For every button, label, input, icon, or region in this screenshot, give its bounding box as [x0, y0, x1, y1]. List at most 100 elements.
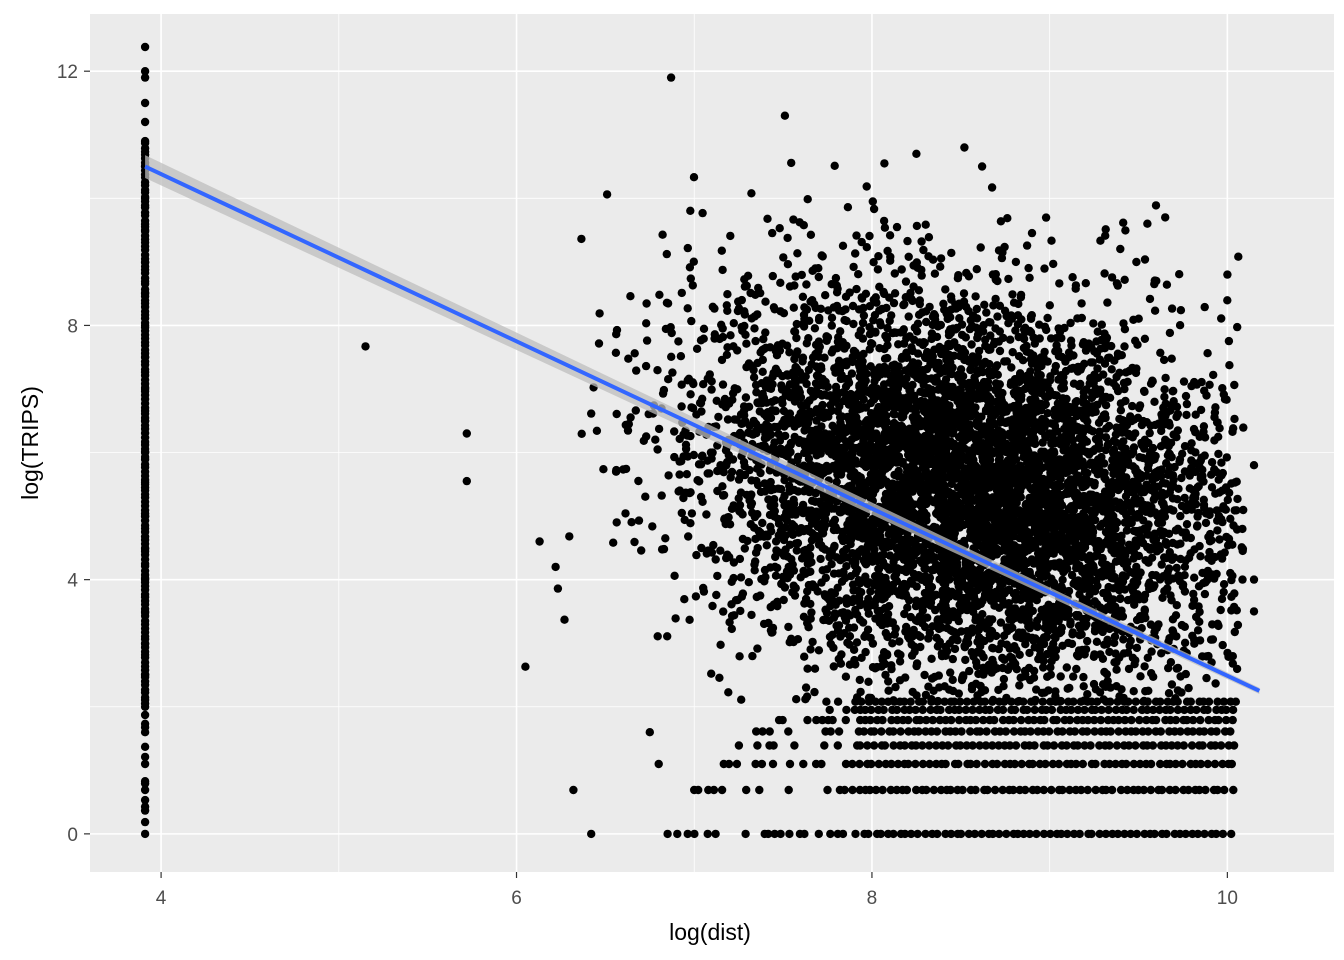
data-point — [739, 402, 749, 411]
data-point — [1030, 339, 1040, 348]
data-point — [1006, 335, 1015, 344]
data-point — [885, 551, 895, 560]
data-point — [907, 651, 917, 660]
data-point — [836, 556, 845, 565]
data-point — [788, 588, 797, 597]
data-point — [899, 300, 908, 310]
data-point — [759, 334, 768, 344]
data-point — [790, 354, 799, 364]
data-point — [827, 406, 836, 415]
data-point — [838, 338, 847, 347]
data-point — [834, 621, 844, 630]
data-point — [707, 548, 717, 557]
data-point — [985, 343, 994, 353]
data-point — [1086, 458, 1095, 467]
data-point — [1051, 438, 1060, 448]
data-point — [1177, 473, 1186, 483]
data-point — [946, 668, 955, 677]
data-point — [1121, 517, 1130, 527]
data-point — [837, 650, 846, 659]
data-point — [1039, 663, 1048, 672]
data-point — [713, 571, 722, 581]
data-point — [855, 675, 864, 685]
data-point — [735, 652, 744, 661]
data-point — [901, 366, 910, 375]
data-point — [682, 470, 691, 479]
data-point — [936, 254, 946, 263]
data-point — [1045, 301, 1055, 310]
data-point — [1167, 304, 1177, 313]
data-point — [1100, 640, 1109, 649]
data-point — [1016, 673, 1025, 682]
data-point — [1008, 290, 1017, 299]
data-point — [1071, 281, 1081, 290]
data-point — [677, 457, 686, 466]
data-point — [1143, 653, 1153, 662]
data-point — [814, 272, 823, 282]
data-point — [642, 299, 651, 308]
data-point — [1069, 672, 1078, 681]
data-point — [1065, 683, 1074, 693]
data-point — [1058, 641, 1067, 650]
data-point — [728, 395, 737, 404]
data-point — [775, 224, 784, 233]
data-point — [913, 319, 923, 328]
data-point — [1070, 577, 1080, 586]
data-point — [887, 664, 896, 674]
data-point — [977, 635, 986, 645]
data-point — [865, 302, 874, 311]
data-point — [612, 518, 621, 527]
data-point — [744, 578, 753, 587]
data-point — [1008, 348, 1017, 357]
data-point — [788, 520, 797, 529]
data-point — [856, 600, 865, 610]
data-point — [711, 555, 720, 564]
data-point — [1180, 493, 1189, 503]
data-point — [803, 664, 812, 673]
data-point — [927, 674, 937, 683]
data-point — [779, 406, 789, 416]
data-point — [712, 590, 721, 600]
data-point — [1140, 334, 1150, 343]
data-point — [1168, 387, 1177, 396]
data-point — [761, 383, 771, 392]
data-point — [948, 654, 957, 664]
data-point — [140, 802, 150, 811]
data-point — [1066, 318, 1075, 328]
data-point — [868, 434, 878, 443]
data-point — [680, 515, 689, 525]
data-point — [725, 618, 734, 627]
data-point — [965, 378, 974, 388]
data-point — [876, 606, 885, 616]
data-point — [1157, 518, 1167, 527]
data-point — [688, 404, 698, 413]
data-point — [785, 348, 794, 357]
data-point — [883, 323, 892, 333]
data-point — [775, 436, 785, 445]
data-point — [1113, 281, 1123, 290]
data-point — [653, 366, 662, 375]
data-point — [766, 602, 775, 612]
data-point — [906, 628, 915, 637]
data-point — [1232, 506, 1241, 515]
data-point — [1042, 552, 1051, 561]
data-point — [1140, 662, 1149, 671]
data-point — [941, 375, 951, 384]
data-point — [803, 587, 812, 596]
data-point — [708, 448, 717, 457]
data-point — [1128, 401, 1137, 411]
data-point — [1043, 672, 1052, 681]
data-point — [901, 277, 911, 286]
data-point — [1112, 382, 1121, 392]
data-point — [768, 271, 777, 281]
data-point — [1097, 320, 1107, 329]
data-point — [612, 330, 621, 339]
data-point — [577, 234, 586, 244]
data-point — [140, 98, 150, 108]
data-point — [956, 365, 966, 374]
data-point — [1025, 648, 1034, 658]
data-point — [871, 328, 880, 337]
data-point — [1040, 688, 1049, 697]
data-point — [1042, 454, 1051, 464]
data-point — [1155, 545, 1165, 554]
